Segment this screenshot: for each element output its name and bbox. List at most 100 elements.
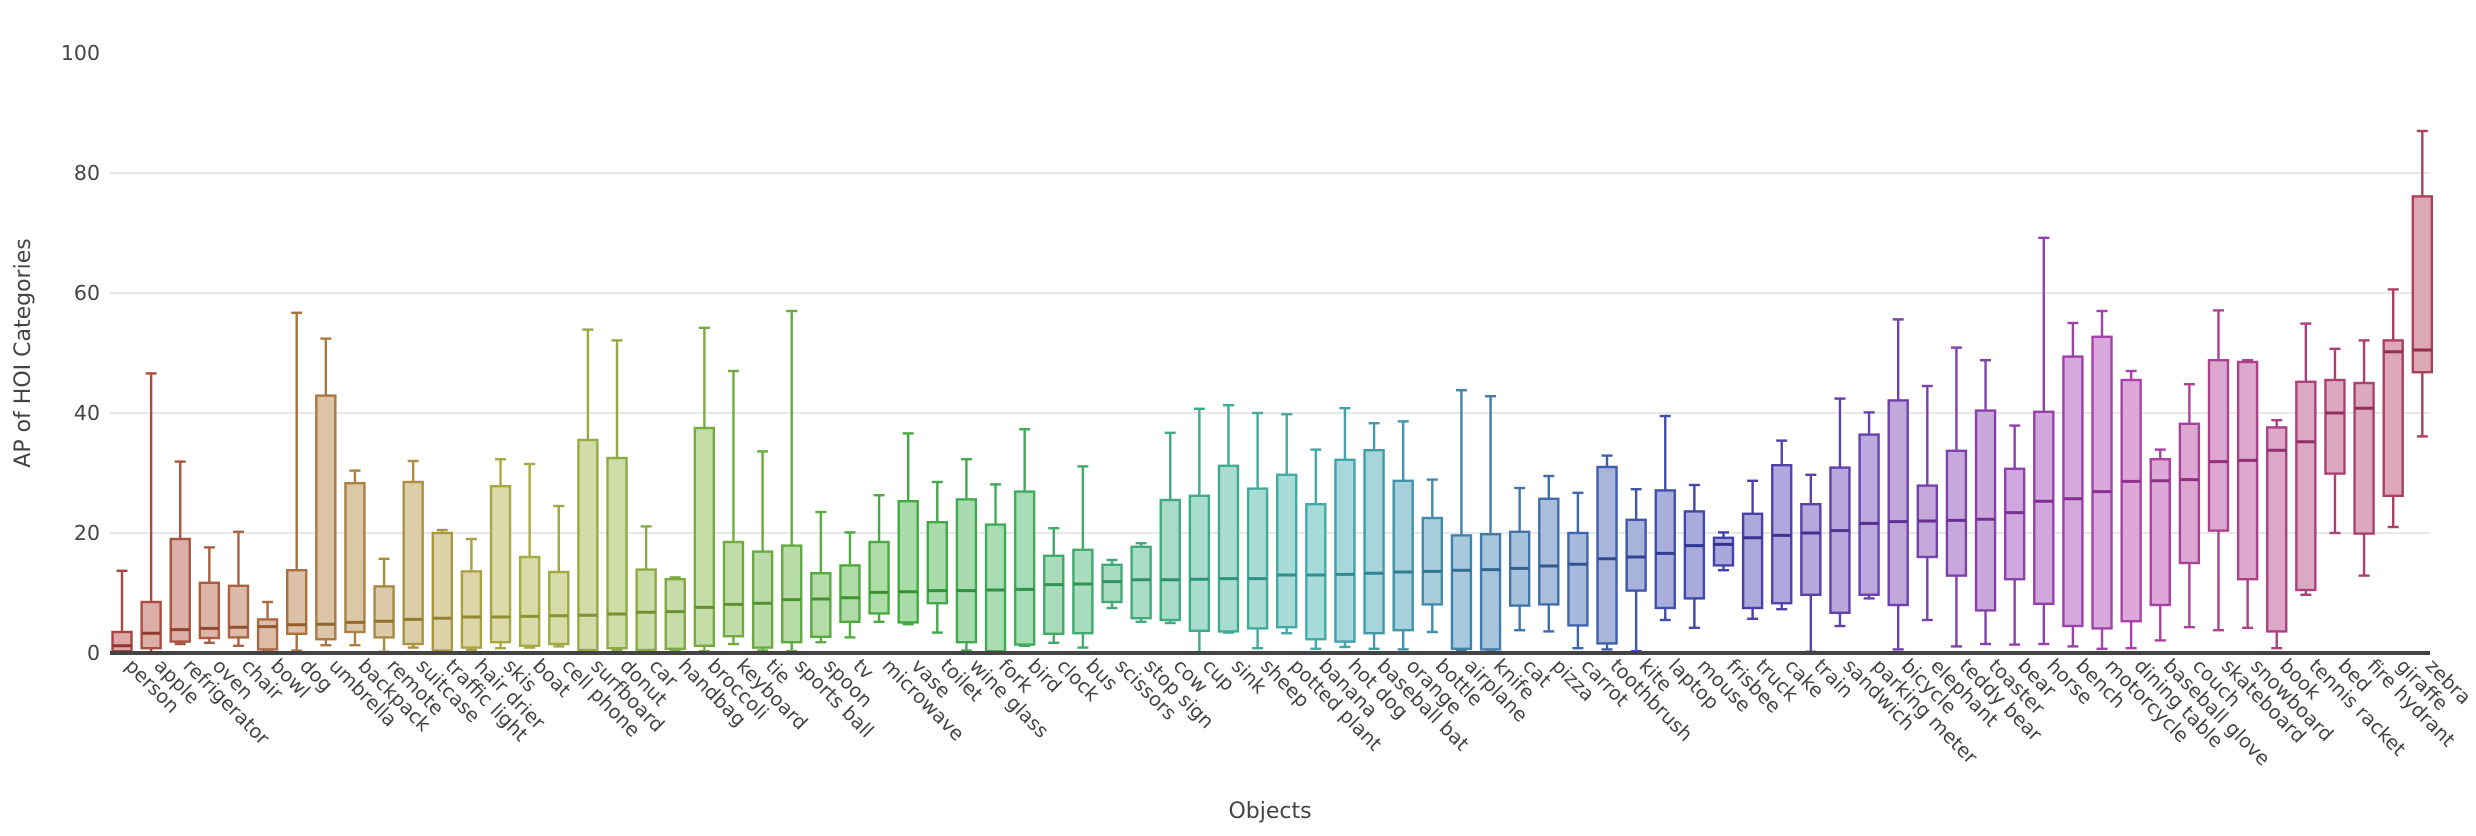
iqr-box bbox=[518, 555, 541, 648]
box-sheep bbox=[1246, 411, 1269, 650]
x-axis-title: Objects bbox=[1228, 799, 1311, 824]
iqr-box bbox=[1945, 449, 1968, 577]
box-boat bbox=[518, 462, 541, 649]
iqr-box bbox=[286, 569, 308, 636]
iqr-box bbox=[2003, 467, 2026, 581]
iqr-box bbox=[1450, 534, 1473, 651]
iqr-box bbox=[1538, 497, 1560, 606]
iqr-box bbox=[2353, 381, 2375, 535]
iqr-box bbox=[635, 568, 657, 652]
iqr-box bbox=[1829, 466, 1851, 615]
box-elephant bbox=[1916, 384, 1939, 622]
iqr-box bbox=[1305, 503, 1327, 641]
iqr-box bbox=[315, 394, 337, 641]
iqr-box bbox=[1741, 512, 1764, 610]
box-suitcase bbox=[402, 459, 424, 649]
box-microwave bbox=[868, 494, 890, 623]
box-spoon bbox=[810, 510, 832, 644]
box-broccoli bbox=[693, 326, 716, 653]
axis-layer: 020406080100personapplerefrigeratorovenc… bbox=[61, 41, 2476, 770]
iqr-box bbox=[198, 581, 221, 640]
box-donut bbox=[606, 339, 628, 652]
iqr-box bbox=[1101, 563, 1123, 604]
y-tick-label-80: 80 bbox=[74, 161, 100, 185]
box-baseball-glove bbox=[2149, 448, 2171, 642]
y-tick-label-100: 100 bbox=[61, 41, 100, 65]
iqr-box bbox=[1712, 536, 1735, 567]
iqr-box bbox=[1072, 548, 1094, 635]
iqr-box bbox=[2324, 378, 2346, 475]
box-traffic-light bbox=[431, 528, 453, 653]
box-bottle bbox=[1421, 478, 1444, 634]
box-giraffe bbox=[2382, 288, 2404, 529]
box-scissors bbox=[1101, 558, 1123, 610]
box-knife bbox=[1479, 395, 1502, 653]
box-clock bbox=[1043, 527, 1065, 644]
box-zebra bbox=[2411, 129, 2434, 438]
iqr-box bbox=[373, 585, 395, 639]
iqr-box bbox=[489, 485, 512, 644]
iqr-box bbox=[1363, 449, 1385, 635]
box-truck bbox=[1741, 479, 1764, 620]
box-toaster bbox=[1974, 359, 1997, 646]
box-bird bbox=[1013, 428, 1036, 647]
iqr-box bbox=[2033, 410, 2055, 605]
box-cow bbox=[1159, 431, 1181, 625]
box-airplane bbox=[1450, 389, 1473, 652]
box-fork bbox=[984, 483, 1007, 654]
box-stop-sign bbox=[1130, 542, 1152, 623]
iqr-box bbox=[256, 618, 279, 651]
box-car bbox=[635, 525, 657, 653]
box-handbag bbox=[664, 576, 686, 652]
box-parking-meter bbox=[1858, 411, 1880, 600]
box-tie bbox=[751, 450, 774, 652]
box-refrigerator bbox=[169, 460, 191, 646]
box-carrot bbox=[1567, 491, 1589, 650]
box-bear bbox=[2003, 424, 2026, 646]
box-person bbox=[111, 569, 133, 654]
iqr-box bbox=[1974, 409, 1997, 612]
box-oven bbox=[198, 546, 221, 644]
iqr-box bbox=[169, 537, 191, 643]
iqr-box bbox=[693, 426, 716, 648]
iqr-box bbox=[2295, 380, 2317, 592]
iqr-box bbox=[2382, 339, 2404, 497]
box-book bbox=[2266, 419, 2288, 650]
iqr-box bbox=[1421, 516, 1444, 606]
iqr-box bbox=[868, 540, 890, 615]
iqr-box bbox=[2149, 458, 2171, 607]
box-bicycle bbox=[1887, 318, 1909, 651]
box-banana bbox=[1305, 448, 1327, 650]
box-chair bbox=[227, 530, 250, 647]
iqr-box bbox=[2120, 378, 2142, 623]
box-wine-glass bbox=[955, 458, 978, 652]
box-bed bbox=[2324, 347, 2346, 535]
box-baseball-bat bbox=[1363, 422, 1385, 650]
iqr-box bbox=[1159, 498, 1181, 622]
iqr-box bbox=[111, 630, 133, 653]
box-backpack bbox=[344, 469, 366, 647]
box-cup bbox=[1188, 407, 1211, 654]
box-teddy-bear bbox=[1945, 346, 1968, 648]
iqr-box bbox=[2091, 335, 2113, 630]
box-motorcycle bbox=[2091, 309, 2113, 650]
box-horse bbox=[2033, 236, 2055, 646]
iqr-box bbox=[1217, 464, 1240, 633]
iqr-box bbox=[1334, 458, 1356, 643]
iqr-box bbox=[751, 550, 774, 649]
box-snowboard bbox=[2236, 359, 2259, 629]
box-bench bbox=[2062, 321, 2084, 648]
box-cell-phone bbox=[548, 504, 570, 648]
iqr-box bbox=[402, 480, 424, 646]
box-skis bbox=[489, 458, 512, 650]
box-mouse bbox=[1683, 483, 1706, 629]
box-pizza bbox=[1538, 474, 1560, 633]
iqr-box bbox=[984, 523, 1007, 653]
iqr-box bbox=[781, 544, 803, 644]
iqr-box bbox=[955, 498, 978, 644]
box-kite bbox=[1625, 488, 1647, 653]
iqr-box bbox=[839, 564, 861, 624]
iqr-box bbox=[1858, 433, 1880, 597]
iqr-box bbox=[926, 521, 949, 605]
